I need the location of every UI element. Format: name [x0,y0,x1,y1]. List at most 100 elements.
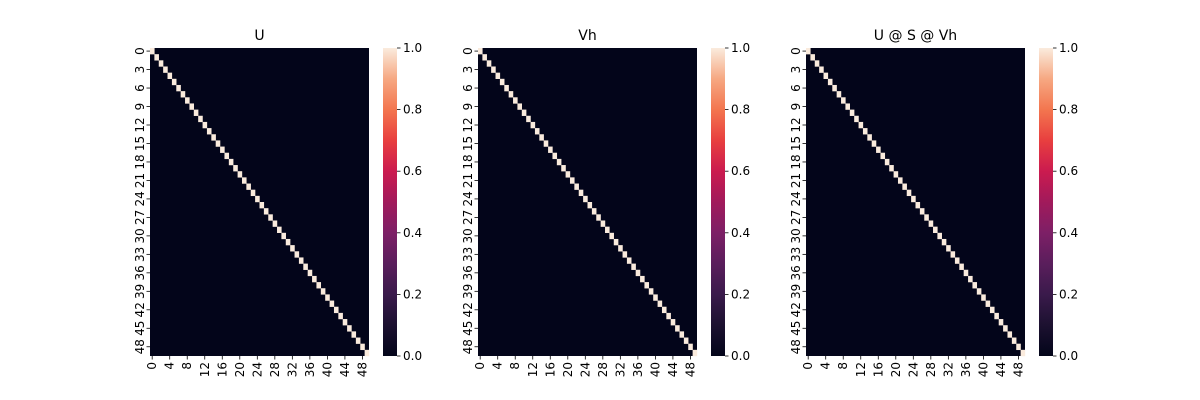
heatmap-cell[interactable] [150,48,155,55]
heatmap-cell[interactable] [841,97,846,104]
heatmap-cell[interactable] [561,165,566,172]
heatmap-cell[interactable] [858,121,864,129]
heatmap-cell[interactable] [333,306,339,314]
heatmap-cell[interactable] [688,343,693,351]
heatmap-cell[interactable] [316,282,322,289]
heatmap-cell[interactable] [845,103,850,110]
heatmap-cell[interactable] [312,275,317,283]
heatmap-cell[interactable] [259,202,265,209]
heatmap-cell[interactable] [565,171,571,178]
heatmap-cell[interactable] [303,263,308,270]
heatmap-cell[interactable] [517,103,522,110]
heatmap-cell[interactable] [189,103,194,110]
heatmap-cell[interactable] [653,294,658,301]
heatmap-cell[interactable] [158,60,164,67]
heatmap-cell[interactable] [342,319,348,326]
heatmap-cell[interactable] [946,245,951,252]
heatmap-cell[interactable] [513,97,518,104]
heatmap-cell[interactable] [325,294,330,301]
heatmap-cell[interactable] [543,140,549,147]
heatmap-cell[interactable] [622,251,628,258]
heatmap-cell[interactable] [185,97,190,104]
heatmap-cell[interactable] [233,165,238,172]
heatmap-cell[interactable] [819,66,824,73]
heatmap-cell[interactable] [806,48,811,55]
heatmap-cell[interactable] [290,245,295,252]
heatmap-cell[interactable] [683,337,689,344]
heatmap-cell[interactable] [163,66,168,73]
heatmap-cell[interactable] [482,54,487,61]
heatmap-cell[interactable] [552,152,558,160]
heatmap-cell[interactable] [605,226,610,233]
heatmap-cell[interactable] [591,208,597,215]
heatmap-cell[interactable] [206,128,212,135]
heatmap-cell[interactable] [486,60,492,67]
heatmap-cell[interactable] [1011,337,1017,344]
heatmap-cell[interactable] [827,78,833,86]
heatmap-cell[interactable] [351,331,357,338]
heatmap-cell[interactable] [491,66,496,73]
heatmap-cell[interactable] [495,72,501,79]
heatmap-cell[interactable] [526,115,531,123]
heatmap-cell[interactable] [307,269,313,277]
heatmap-cell[interactable] [941,238,947,246]
heatmap-cell[interactable] [884,158,890,166]
heatmap-cell[interactable] [963,269,969,277]
heatmap-cell[interactable] [911,195,916,203]
heatmap-cell[interactable] [521,109,527,116]
heatmap-cell[interactable] [854,115,859,123]
heatmap-cell[interactable] [933,226,938,233]
heatmap-cell[interactable] [644,282,650,289]
heatmap-cell[interactable] [631,263,636,270]
heatmap-cell[interactable] [836,91,842,98]
heatmap-cell[interactable] [1007,331,1013,338]
heatmap-cell[interactable] [277,226,282,233]
heatmap-cell[interactable] [692,349,698,357]
heatmap-cell[interactable] [530,121,536,129]
heatmap-cell[interactable] [478,48,483,55]
heatmap-cell[interactable] [919,208,925,215]
heatmap-cell[interactable] [241,177,247,184]
heatmap-cell[interactable] [994,312,999,320]
heatmap-cell[interactable] [648,288,654,295]
heatmap-cell[interactable] [228,158,234,166]
heatmap-cell[interactable] [635,269,641,277]
heatmap-cell[interactable] [954,257,960,264]
heatmap-cell[interactable] [618,245,623,252]
heatmap-cell[interactable] [198,115,203,123]
heatmap-cell[interactable] [657,300,663,307]
heatmap-cell[interactable] [504,84,509,92]
heatmap-cell[interactable] [272,220,278,227]
heatmap-cell[interactable] [906,189,912,197]
heatmap-cell[interactable] [255,195,260,203]
heatmap-cell[interactable] [224,152,230,160]
heatmap-cell[interactable] [679,331,685,338]
heatmap-cell[interactable] [574,183,579,190]
heatmap-cell[interactable] [832,84,837,92]
heatmap-cell[interactable] [250,189,256,197]
heatmap-cell[interactable] [167,72,173,79]
heatmap-cell[interactable] [211,134,216,141]
heatmap-cell[interactable] [539,134,544,141]
heatmap-cell[interactable] [202,121,208,129]
heatmap-cell[interactable] [347,325,352,332]
heatmap-cell[interactable] [285,238,291,246]
heatmap-cell[interactable] [950,251,956,258]
heatmap-cell[interactable] [171,78,177,86]
heatmap-cell[interactable] [937,232,942,240]
heatmap-cell[interactable] [508,91,514,98]
heatmap-cell[interactable] [154,54,159,61]
heatmap-cell[interactable] [613,238,619,246]
heatmap-cell[interactable] [1003,325,1008,332]
heatmap-cell[interactable] [989,306,995,314]
heatmap-cell[interactable] [928,220,934,227]
heatmap-cell[interactable] [1020,349,1026,357]
heatmap-cell[interactable] [176,84,181,92]
heatmap-cell[interactable] [548,146,553,153]
heatmap-cell[interactable] [534,128,540,135]
heatmap-cell[interactable] [985,300,991,307]
heatmap-cell[interactable] [294,251,300,258]
heatmap-cell[interactable] [499,78,505,86]
heatmap-cell[interactable] [360,343,365,351]
heatmap-cell[interactable] [556,158,562,166]
